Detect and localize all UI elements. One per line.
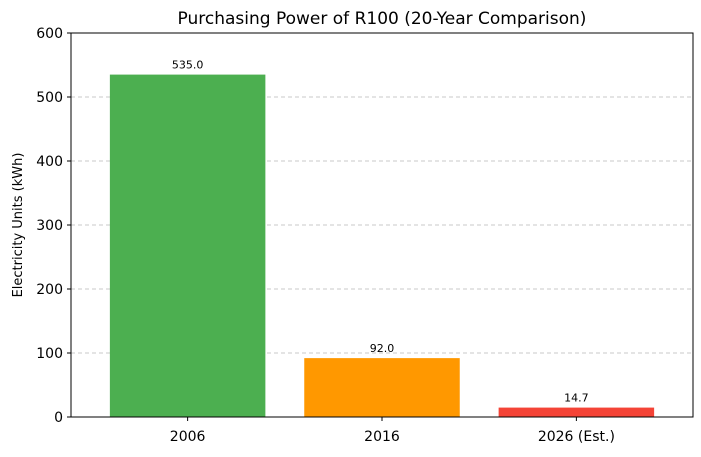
bar — [109, 74, 266, 417]
x-axis-ticks: 2006 2016 2026 (Est.) — [170, 417, 615, 445]
y-tick-label: 400 — [36, 154, 63, 170]
y-axis-title: Electricity Units (kWh) — [11, 153, 26, 298]
x-tick-label: 2026 (Est.) — [538, 429, 615, 445]
x-tick-label: 2016 — [364, 429, 400, 445]
bar-value-label: 14.7 — [564, 392, 589, 405]
bar-value-label: 535.0 — [172, 59, 204, 72]
y-tick-label: 100 — [36, 346, 63, 362]
gridlines — [71, 96, 693, 354]
y-tick-label: 200 — [36, 282, 63, 298]
chart-title: Purchasing Power of R100 (20-Year Compar… — [178, 9, 587, 29]
plot-area-frame — [70, 32, 694, 418]
bar — [498, 407, 655, 417]
y-axis-ticks: 0 100 200 300 400 500 600 — [36, 26, 71, 426]
bar — [304, 358, 460, 417]
y-tick-label: 300 — [36, 218, 63, 234]
y-tick-label: 600 — [36, 26, 63, 42]
y-tick-label: 500 — [36, 90, 63, 106]
data-labels: 535.0 92.0 14.7 — [172, 59, 589, 405]
bar-value-label: 92.0 — [370, 342, 395, 355]
bars — [109, 74, 655, 417]
y-tick-label: 0 — [54, 410, 63, 426]
x-tick-label: 2006 — [170, 429, 206, 445]
